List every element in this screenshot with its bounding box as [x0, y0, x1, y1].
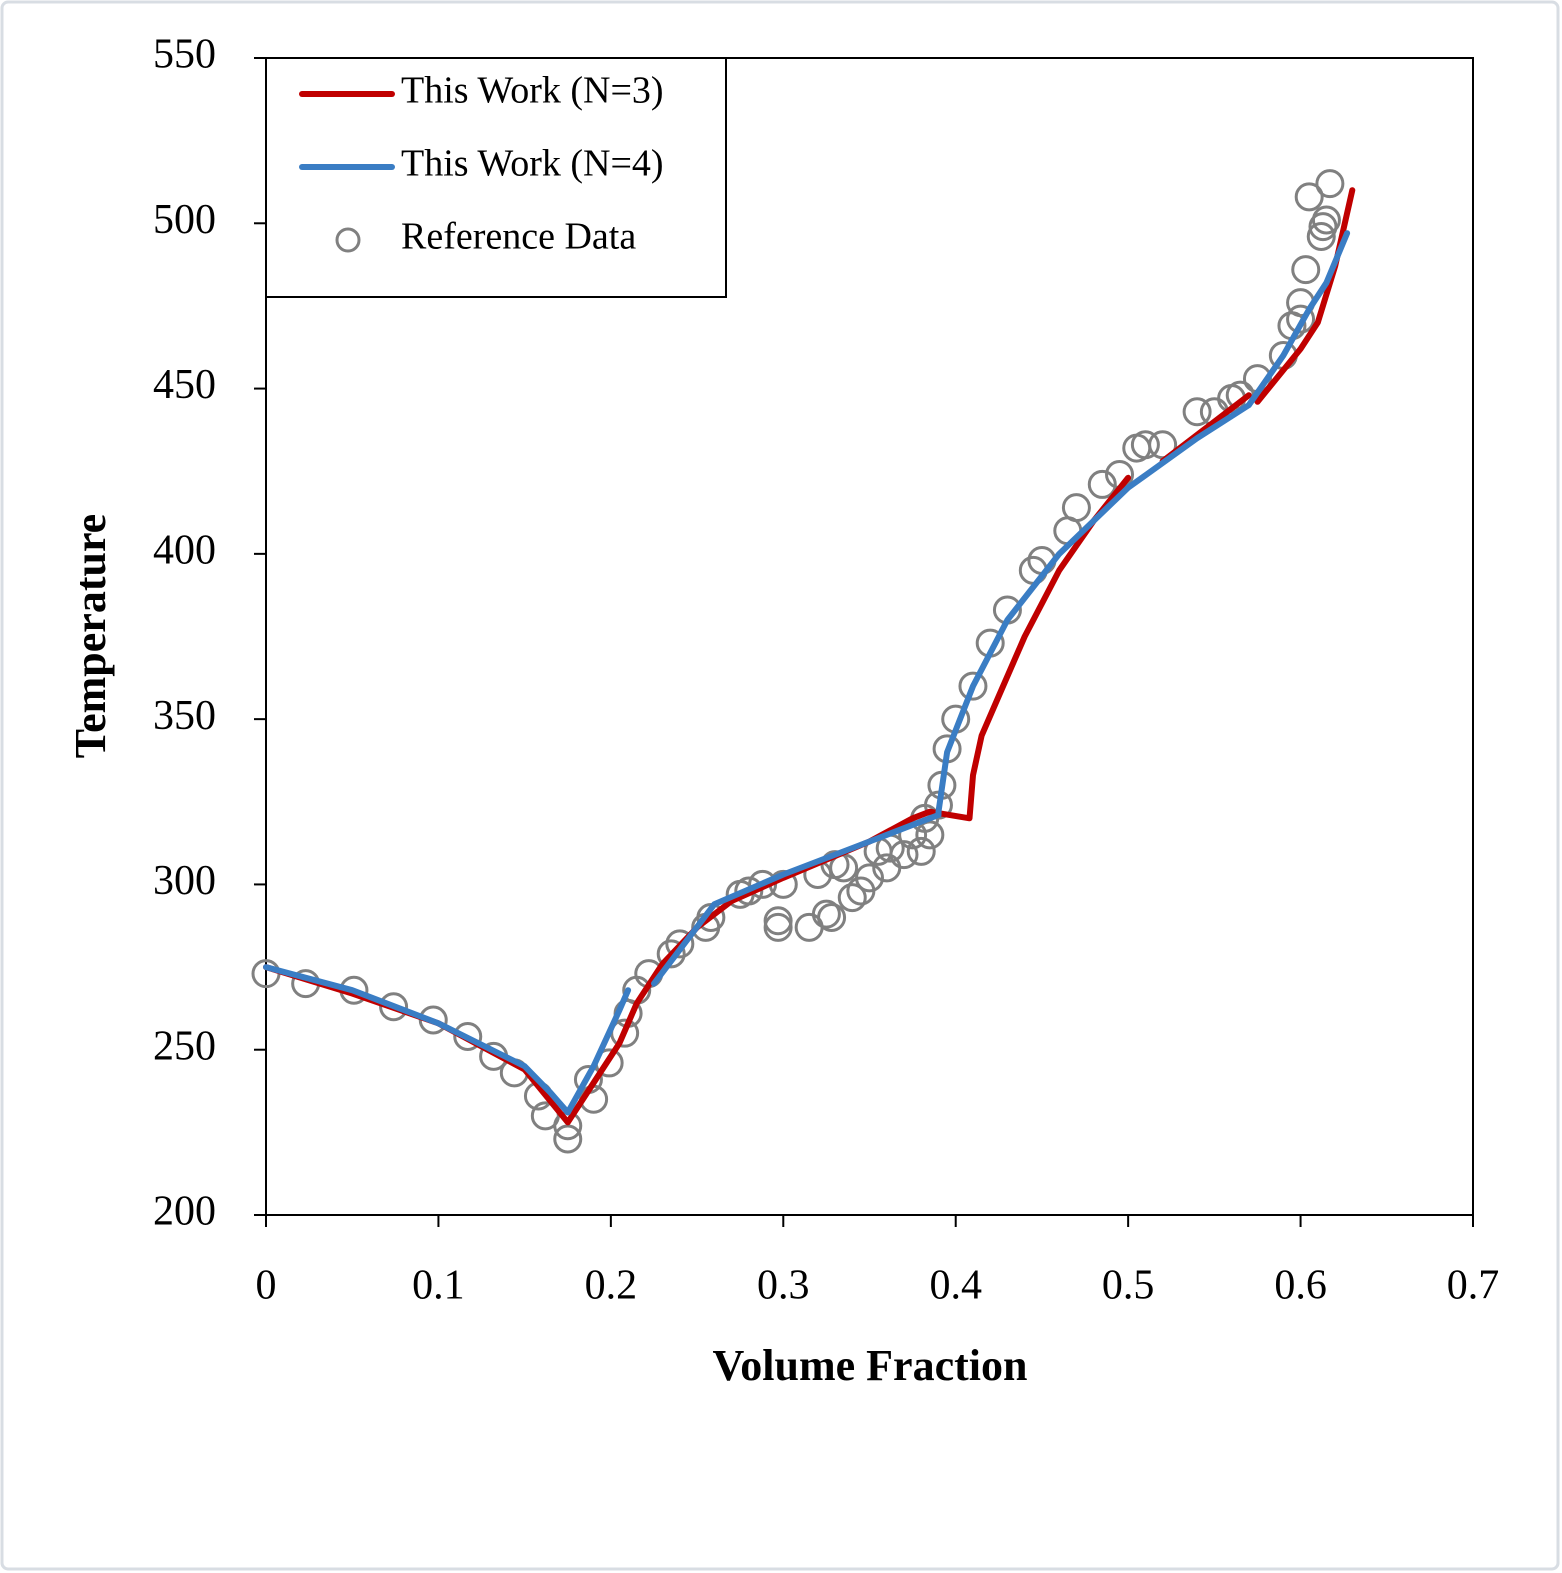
legend-label: This Work (N=3): [401, 70, 664, 112]
data-point: [837, 883, 867, 913]
x-tick-label: 0.1: [412, 1263, 465, 1309]
data-point: [1311, 205, 1341, 235]
data-point: [1286, 304, 1316, 334]
data-point: [1315, 169, 1345, 199]
x-tick-label: 0.3: [757, 1263, 810, 1309]
x-tick-label: 0.4: [929, 1263, 982, 1309]
y-tick-label: 450: [153, 362, 216, 408]
data-point: [811, 899, 841, 929]
data-point: [553, 1124, 583, 1154]
x-tick-label: 0.6: [1274, 1263, 1327, 1309]
x-tick-label: 0: [256, 1263, 277, 1309]
y-tick-label: 400: [153, 527, 216, 573]
data-point: [656, 939, 686, 969]
y-axis-label: Temperature: [66, 514, 115, 758]
data-point: [1061, 493, 1091, 523]
x-axis-label: Volume Fraction: [713, 1341, 1028, 1390]
data-point: [1306, 222, 1336, 252]
data-point: [958, 671, 988, 701]
x-tick-label: 0.2: [585, 1263, 638, 1309]
y-tick-label: 500: [153, 197, 216, 243]
data-point: [1182, 397, 1212, 427]
y-tick-label: 250: [153, 1023, 216, 1069]
data-point: [665, 929, 695, 959]
y-tick-label: 200: [153, 1189, 216, 1235]
x-tick-label: 0.5: [1102, 1263, 1155, 1309]
plot-area: [265, 57, 1474, 1216]
data-point: [453, 1021, 483, 1051]
x-tick-label: 0.7: [1447, 1263, 1500, 1309]
data-point: [763, 912, 793, 942]
data-point: [1087, 469, 1117, 499]
data-point: [915, 820, 945, 850]
data-point: [906, 836, 936, 866]
y-tick-label: 550: [153, 32, 216, 78]
data-point: [855, 863, 884, 893]
legend-marker: [335, 227, 361, 253]
data-point: [889, 840, 919, 870]
y-tick-label: 350: [153, 693, 216, 739]
legend-label: Reference Data: [401, 216, 636, 258]
data-point: [1291, 255, 1321, 285]
legend-label: This Work (N=4): [401, 143, 664, 185]
data-point: [379, 992, 409, 1022]
data-point: [1130, 430, 1160, 460]
y-tick-label: 300: [153, 858, 216, 904]
data-point: [763, 906, 793, 936]
data-line: [263, 230, 1351, 1116]
data-point: [734, 876, 764, 906]
data-point: [1294, 182, 1324, 212]
legend-box: [265, 57, 727, 298]
data-point: [817, 902, 847, 932]
